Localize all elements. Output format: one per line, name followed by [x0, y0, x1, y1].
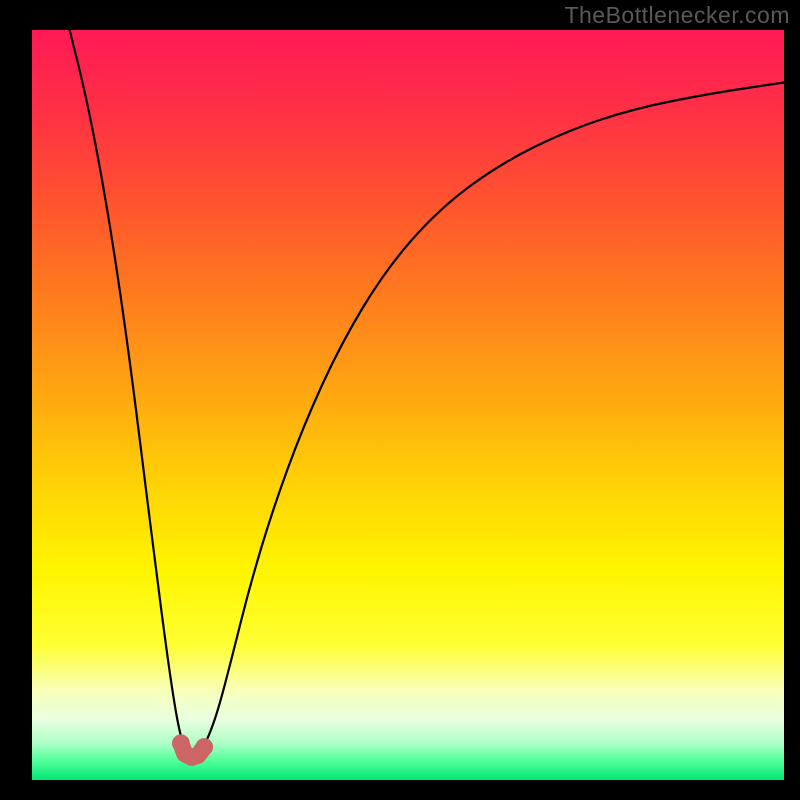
marker-endpoint-1: [195, 738, 213, 756]
gradient-background: [32, 30, 784, 780]
watermark-text: TheBottlenecker.com: [564, 2, 790, 29]
plot-area: [32, 30, 784, 780]
chart-svg: [32, 30, 784, 780]
marker-endpoint-0: [172, 734, 190, 752]
